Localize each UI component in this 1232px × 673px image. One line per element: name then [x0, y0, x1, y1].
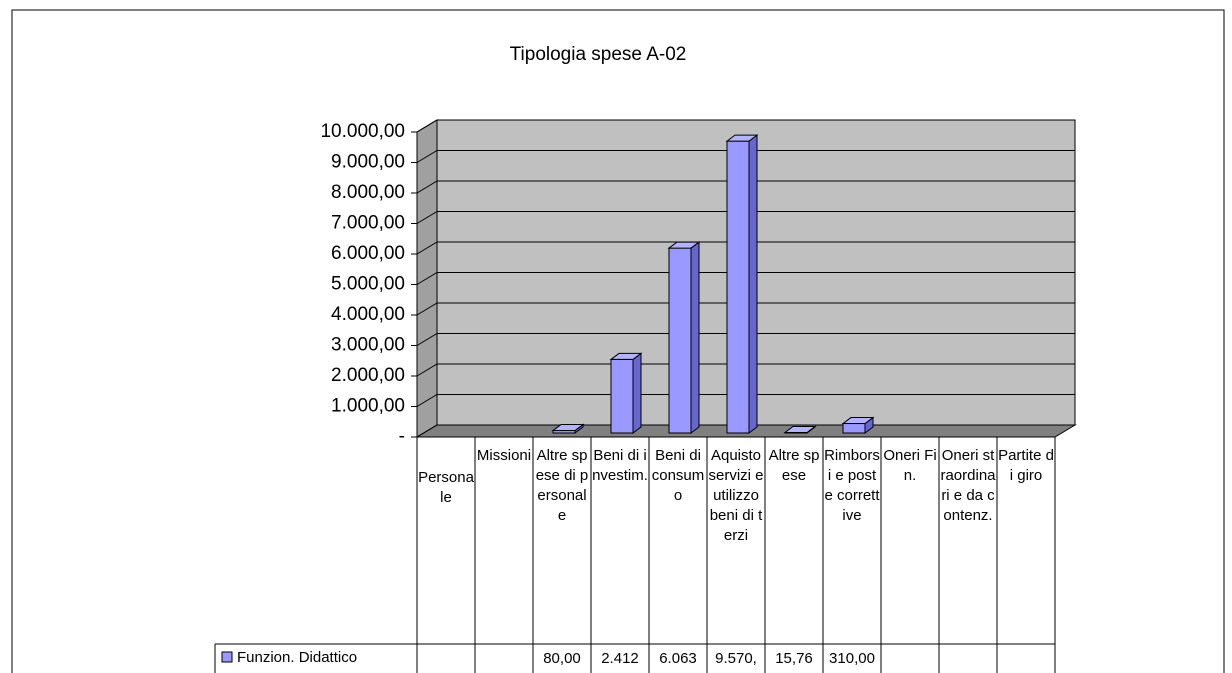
- data-label: 6.063: [659, 650, 697, 667]
- x-tick-label: Missioni: [476, 447, 532, 464]
- y-tick-label: 3.000,00: [331, 335, 405, 356]
- legend-swatch: [221, 651, 233, 663]
- grid-line: [416, 272, 1075, 285]
- bar-top: [551, 424, 585, 432]
- x-tick-label: Personale: [418, 469, 474, 506]
- x-tick-label: Beni di investim.: [592, 447, 648, 484]
- bar: [783, 425, 817, 434]
- x-tick-label: Oneri Fin.: [883, 447, 937, 484]
- bar-side: [632, 352, 642, 434]
- data-label: 15,76: [775, 650, 813, 667]
- category-cell: Beni di investim.: [592, 447, 648, 484]
- y-tick-label: 7.000,00: [331, 213, 405, 234]
- y-tick-label: 4.000,00: [331, 304, 405, 325]
- y-tick-label: 8.000,00: [331, 182, 405, 203]
- x-tick-label: Rimborsi e poste correttive: [824, 447, 880, 524]
- legend-label: Funzion. Didattico: [237, 649, 357, 666]
- x-tick-label: Altre spese: [768, 447, 820, 484]
- category-cell: Altre spese di personale: [535, 447, 589, 524]
- y-tick-label: -: [399, 426, 405, 447]
- category-cell: Oneri Fin.: [883, 447, 937, 484]
- y-tick-label: 1.000,00: [331, 396, 405, 417]
- grid-line: [416, 180, 1075, 194]
- grid-line: [416, 363, 1075, 377]
- category-cell: Altre spese: [768, 447, 820, 484]
- x-tick-label: Altre spese di personale: [535, 447, 589, 524]
- bar-front: [668, 247, 692, 434]
- category-cell: Personale: [418, 469, 474, 506]
- bar: [551, 423, 585, 434]
- y-tick-label: 10.000,00: [320, 121, 405, 142]
- bar-front: [842, 423, 866, 434]
- bar: [609, 352, 643, 434]
- x-tick-label: Oneri straordinari e da contenz.: [940, 447, 996, 524]
- bar: [667, 241, 701, 434]
- grid-line: [416, 394, 1075, 407]
- y-tick-label: 9.000,00: [331, 152, 405, 173]
- chart-title: Tipologia spese A-02: [510, 44, 687, 65]
- data-label: 80,00: [543, 650, 581, 667]
- category-cell: Oneri straordinari e da contenz.: [940, 447, 996, 524]
- bar-front: [726, 140, 750, 434]
- y-tick-label: 5.000,00: [331, 274, 405, 295]
- x-tick-label: Aquisto servizi e utilizzo beni di terzi: [708, 447, 764, 544]
- grid-line: [416, 211, 1075, 224]
- bar-top: [609, 352, 643, 360]
- x-tick-label: Beni di consumo: [651, 447, 705, 504]
- category-cell: Missioni: [476, 447, 532, 464]
- bar-top: [841, 417, 875, 425]
- category-cell: Partite di giro: [998, 447, 1054, 484]
- data-label: 9.570,: [715, 650, 757, 667]
- bar-top: [725, 134, 759, 142]
- bar: [841, 416, 875, 434]
- bar-side: [690, 241, 700, 434]
- grid-line: [416, 302, 1075, 316]
- grid-line: [416, 150, 1075, 163]
- category-cell: Beni di consumo: [651, 447, 705, 504]
- y-tick-label: 2.000,00: [331, 365, 405, 386]
- grid-line: [416, 119, 1075, 133]
- data-label: 310,00: [829, 650, 875, 667]
- bar-side: [748, 134, 758, 434]
- grid-line: [416, 241, 1075, 255]
- x-tick-label: Partite di giro: [998, 447, 1054, 484]
- category-cell: Rimborsi e poste correttive: [824, 447, 880, 524]
- category-cell: Aquisto servizi e utilizzo beni di terzi: [708, 447, 764, 544]
- bar-front: [610, 358, 634, 434]
- y-tick-label: 6.000,00: [331, 243, 405, 264]
- bar-top: [667, 241, 701, 249]
- data-label: 2.412: [601, 650, 639, 667]
- grid-line: [416, 333, 1075, 346]
- bar: [725, 134, 759, 434]
- bar-top: [783, 426, 817, 434]
